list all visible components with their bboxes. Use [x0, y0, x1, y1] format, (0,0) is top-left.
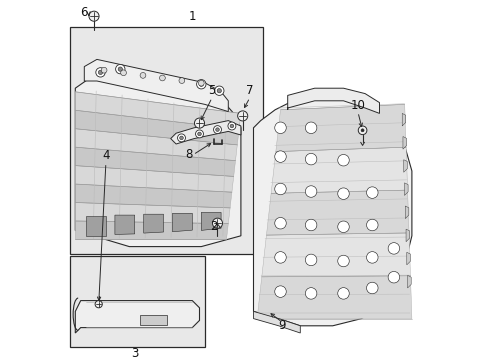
Polygon shape	[404, 183, 407, 195]
Text: 9: 9	[278, 319, 285, 332]
Circle shape	[358, 126, 366, 135]
Polygon shape	[75, 166, 233, 192]
Circle shape	[230, 124, 233, 128]
Polygon shape	[75, 129, 237, 161]
Polygon shape	[407, 275, 410, 288]
Polygon shape	[201, 212, 221, 230]
Circle shape	[179, 136, 183, 140]
Circle shape	[115, 64, 125, 74]
Circle shape	[337, 188, 348, 199]
Polygon shape	[403, 160, 407, 172]
Circle shape	[360, 129, 364, 132]
Circle shape	[217, 89, 221, 93]
Circle shape	[305, 254, 316, 266]
Polygon shape	[275, 104, 406, 152]
Circle shape	[305, 153, 316, 165]
Polygon shape	[75, 74, 241, 247]
Circle shape	[387, 271, 399, 283]
Circle shape	[305, 186, 316, 197]
Circle shape	[179, 78, 184, 84]
Circle shape	[118, 67, 122, 71]
Polygon shape	[75, 202, 230, 224]
Text: 5: 5	[208, 84, 215, 97]
Circle shape	[274, 217, 285, 229]
Circle shape	[366, 282, 377, 294]
Polygon shape	[261, 233, 409, 277]
Polygon shape	[75, 221, 228, 239]
Circle shape	[337, 255, 348, 267]
Polygon shape	[257, 276, 411, 319]
Text: 10: 10	[350, 99, 365, 112]
Polygon shape	[405, 229, 409, 242]
Polygon shape	[405, 206, 408, 219]
Circle shape	[195, 130, 203, 138]
Circle shape	[366, 187, 377, 198]
Circle shape	[199, 82, 203, 86]
Text: 7: 7	[245, 84, 253, 97]
Polygon shape	[75, 184, 231, 208]
Polygon shape	[70, 27, 262, 254]
Polygon shape	[70, 256, 204, 347]
Circle shape	[215, 128, 219, 131]
Circle shape	[214, 86, 224, 95]
Polygon shape	[75, 301, 199, 333]
Text: 8: 8	[184, 148, 192, 161]
Circle shape	[274, 151, 285, 162]
Circle shape	[337, 288, 348, 299]
Circle shape	[366, 252, 377, 263]
Circle shape	[274, 183, 285, 195]
Circle shape	[177, 134, 185, 142]
Circle shape	[274, 252, 285, 263]
Polygon shape	[287, 88, 379, 113]
Circle shape	[101, 67, 107, 73]
Circle shape	[121, 70, 126, 76]
Circle shape	[196, 80, 205, 89]
Polygon shape	[140, 315, 167, 325]
Polygon shape	[401, 113, 405, 126]
Circle shape	[198, 80, 204, 86]
Circle shape	[98, 70, 102, 75]
Circle shape	[337, 221, 348, 233]
Circle shape	[274, 122, 285, 134]
Circle shape	[387, 243, 399, 254]
Circle shape	[194, 118, 204, 128]
Circle shape	[274, 286, 285, 297]
Polygon shape	[75, 92, 241, 129]
Circle shape	[96, 68, 105, 77]
Text: 4: 4	[102, 149, 109, 162]
Polygon shape	[172, 213, 192, 232]
Circle shape	[95, 301, 102, 308]
Circle shape	[237, 111, 247, 121]
Circle shape	[89, 11, 99, 21]
Circle shape	[337, 154, 348, 166]
Circle shape	[197, 132, 201, 136]
Polygon shape	[86, 216, 106, 236]
Circle shape	[305, 288, 316, 299]
Circle shape	[212, 218, 222, 228]
Circle shape	[305, 122, 316, 134]
Polygon shape	[84, 59, 228, 112]
Polygon shape	[406, 252, 409, 265]
Circle shape	[305, 219, 316, 231]
Polygon shape	[270, 147, 407, 193]
Polygon shape	[253, 311, 300, 333]
Text: 6: 6	[80, 6, 88, 19]
Polygon shape	[170, 121, 241, 144]
Polygon shape	[75, 147, 235, 176]
Polygon shape	[115, 215, 134, 234]
Polygon shape	[402, 136, 406, 149]
Polygon shape	[253, 95, 411, 326]
Polygon shape	[266, 190, 408, 235]
Circle shape	[159, 75, 165, 81]
Polygon shape	[143, 214, 163, 233]
Circle shape	[366, 219, 377, 231]
Text: 1: 1	[188, 10, 196, 23]
Text: 3: 3	[131, 347, 138, 360]
Polygon shape	[75, 110, 239, 145]
Circle shape	[227, 122, 235, 130]
Circle shape	[213, 126, 221, 134]
Text: 2: 2	[209, 220, 217, 233]
Circle shape	[140, 72, 145, 78]
